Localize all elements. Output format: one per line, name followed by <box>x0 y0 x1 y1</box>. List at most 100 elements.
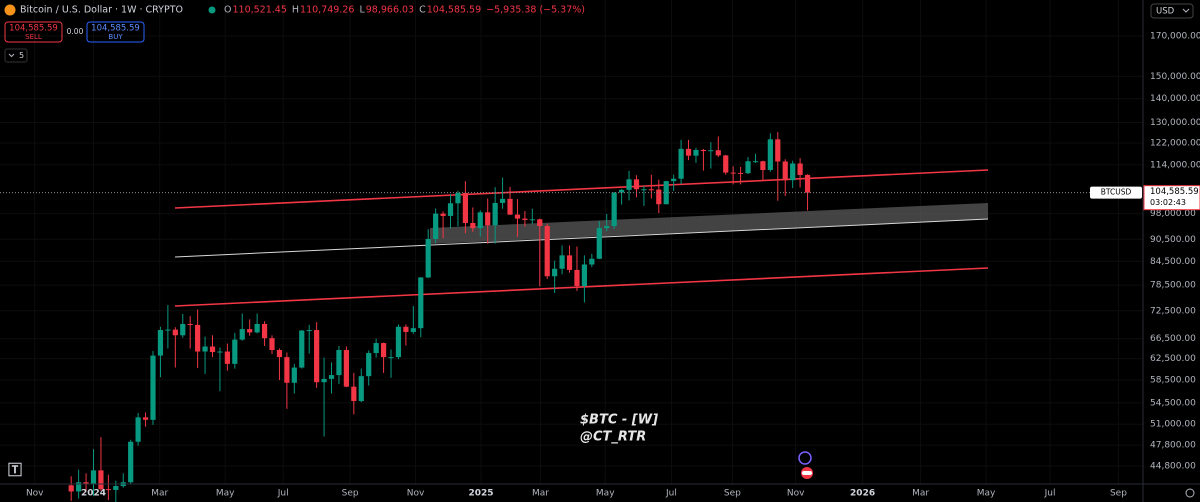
candle-body <box>410 328 416 332</box>
y-tick-label: 58,500.00 <box>1150 375 1196 385</box>
candle-body <box>90 470 97 485</box>
candle-body <box>306 330 312 332</box>
price-axis: 170,000.00 150,000.00 140,000.00 130,000.00… <box>1090 32 1200 472</box>
candle-body <box>98 470 104 490</box>
annotation-ticker: $BTC - [W] <box>580 413 658 428</box>
symbol-title: Bitcoin / U.S. Dollar · 1W · CRYPTO <box>20 5 183 16</box>
candle-body <box>291 367 297 383</box>
candle-body <box>366 353 372 377</box>
candle-body <box>648 189 654 191</box>
x-tick-label: Sep <box>1110 489 1127 499</box>
ohlc-legend: O 110,521.45 H 110,749.26 L 98,966.03 C 104,585… <box>224 5 585 16</box>
candle-body <box>418 277 424 329</box>
y-tick-label: 98,000.00 <box>1150 209 1196 219</box>
sell-label: SELL <box>25 33 42 41</box>
candle-body <box>380 343 387 358</box>
buy-button[interactable] <box>86 21 145 43</box>
candle-body <box>232 339 238 364</box>
x-tick-label: May <box>977 489 996 499</box>
candle-body <box>641 189 647 191</box>
market-status-dot <box>208 6 216 14</box>
candle-body <box>180 323 186 336</box>
candle-body <box>581 264 588 286</box>
candle-body <box>671 178 677 182</box>
y-tick-label: 54,500.00 <box>1150 398 1196 408</box>
candle-body <box>589 258 595 265</box>
earnings-icon-inner <box>802 471 812 475</box>
ohlc-value: 98,966.03 <box>366 5 414 16</box>
x-tick-label: Jul <box>1044 489 1056 499</box>
candle-body <box>537 219 543 227</box>
candle-body <box>150 355 156 420</box>
candle-body <box>566 255 573 270</box>
candle-body <box>745 161 751 174</box>
lower-channel-line <box>174 267 989 307</box>
candle-body <box>455 192 461 204</box>
candle-body <box>128 441 134 483</box>
ohlc-value: 104,585.59 <box>427 5 481 16</box>
candle-body <box>76 482 82 492</box>
indicator-count: 5 <box>19 51 24 60</box>
candle-body <box>700 149 707 152</box>
candle-body <box>403 326 409 332</box>
sell-price: 104,585.59 <box>9 24 58 34</box>
candle-body <box>708 150 714 152</box>
candle-body <box>767 139 773 171</box>
zone-band <box>430 203 988 244</box>
candles-layer <box>0 132 1143 502</box>
settings-icon[interactable] <box>1185 488 1195 498</box>
currency-selector[interactable] <box>1150 3 1194 19</box>
candle-body <box>284 357 290 383</box>
upper-channel-line <box>174 169 989 209</box>
mid-trendline <box>174 218 989 258</box>
y-tick-label: 170,000.00 <box>1150 32 1200 42</box>
candle-body <box>804 174 811 193</box>
event-icon[interactable] <box>798 451 812 465</box>
candle-body <box>447 203 454 216</box>
candle-body <box>574 269 580 286</box>
candle-body <box>499 198 506 203</box>
candle-body <box>388 357 394 359</box>
x-tick-label: Sep <box>342 489 359 499</box>
candle-body <box>299 330 305 368</box>
x-tick-label: Mar <box>532 489 549 499</box>
logo: 🅃 <box>8 462 22 479</box>
candle-body <box>685 148 692 156</box>
x-tick-label: May <box>216 489 235 499</box>
annotation-handle: @CT_RTR <box>580 430 646 445</box>
x-tick-label: Jul <box>277 489 289 499</box>
spread: 0.00 <box>67 27 84 36</box>
candle-body <box>328 375 335 379</box>
time-axis: Nov 2024 Mar May Jul Sep Nov 2025 Mar May Jul Sep No… <box>26 489 1127 499</box>
candle-body <box>470 222 476 229</box>
x-tick-label: 2026 <box>850 489 875 499</box>
candle-body <box>596 228 602 259</box>
candle-body <box>723 155 729 173</box>
candle-body <box>351 386 357 402</box>
candle-body <box>224 351 230 364</box>
candle-body <box>195 324 201 352</box>
candle-body <box>395 326 402 358</box>
countdown: 03:02:43 <box>1150 198 1186 207</box>
candle-body <box>314 330 320 383</box>
y-tick-label: 62,500.00 <box>1150 354 1196 364</box>
candle-body <box>715 150 721 156</box>
y-tick-label: 114,000.00 <box>1150 160 1200 170</box>
candle-body <box>738 172 744 174</box>
candle-body <box>514 214 521 219</box>
sell-button[interactable] <box>4 21 63 43</box>
y-tick-label: 122,000.00 <box>1150 139 1200 149</box>
candle-body <box>433 213 439 239</box>
indicators-toggle[interactable] <box>4 48 28 63</box>
candle-body <box>373 343 379 354</box>
buy-price: 104,585.59 <box>91 24 140 34</box>
candle-body <box>254 323 260 333</box>
grid-layer <box>0 0 1143 484</box>
last-price: 104,585.59 <box>1150 187 1199 197</box>
y-tick-label: 44,800.00 <box>1150 462 1196 472</box>
ohlc-key: O <box>224 5 231 16</box>
candle-body <box>790 163 796 181</box>
last-price-box <box>1143 185 1200 211</box>
